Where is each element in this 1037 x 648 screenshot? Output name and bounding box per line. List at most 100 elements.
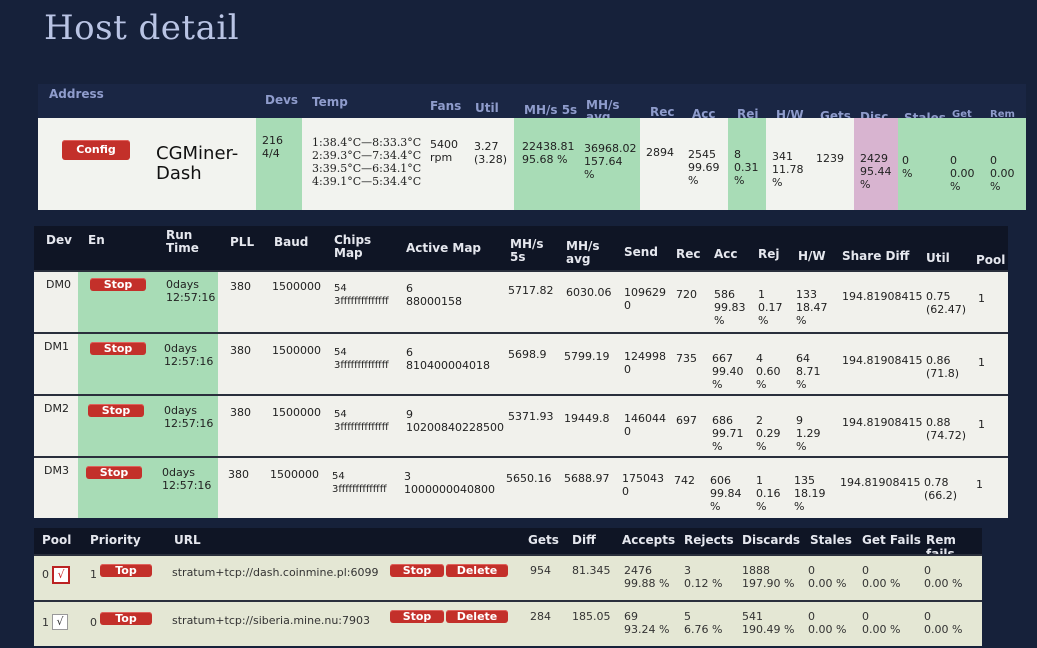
device-chips-map: 54 3ffffffffffffff bbox=[334, 283, 389, 307]
device-id: DM0 bbox=[46, 278, 71, 291]
device-rej: 2 0.29 % bbox=[756, 414, 781, 453]
device-active-map: 6 88000158 bbox=[406, 282, 462, 308]
summary-util: 3.27 (3.28) bbox=[474, 140, 508, 166]
pool-discards: 541 190.49 % bbox=[742, 610, 795, 636]
pools-table: Pool Priority URL Gets Diff Accepts Reje… bbox=[34, 528, 982, 646]
device-baud: 1500000 bbox=[272, 344, 321, 357]
pool-gets: 954 bbox=[530, 564, 551, 577]
pool-stop-button[interactable]: Stop bbox=[390, 564, 444, 577]
dev-header-rej: Rej bbox=[758, 247, 780, 261]
pool-id: 0 bbox=[42, 568, 49, 581]
device-active-map: 3 1000000040800 bbox=[404, 470, 495, 496]
dev-header-pool: Pool bbox=[976, 253, 1006, 267]
pool-header-getfails: Get Fails bbox=[862, 533, 921, 547]
pool-checkbox[interactable]: √ bbox=[52, 614, 68, 630]
device-send: 146044 0 bbox=[624, 412, 666, 438]
device-util: 0.86 (71.8) bbox=[926, 354, 960, 380]
pool-getfails: 0 0.00 % bbox=[862, 610, 901, 636]
device-hw: 133 18.47 % bbox=[796, 288, 828, 327]
dev-header-rec: Rec bbox=[676, 247, 701, 261]
pool-stop-button[interactable]: Stop bbox=[390, 610, 444, 623]
device-send: 109629 0 bbox=[624, 286, 666, 312]
summary-temp-cell: 1:38.4°C—8:33.3°C 2:39.3°C—7:34.4°C 3:39… bbox=[306, 118, 422, 210]
summary-util-cell: 3.27 (3.28) bbox=[468, 118, 512, 210]
summary-fails-cell: 0 % 0 0.00 % 0 0.00 % bbox=[898, 118, 1026, 210]
pool-header-diff: Diff bbox=[572, 533, 596, 547]
device-send: 124998 0 bbox=[624, 350, 666, 376]
device-acc: 667 99.40 % bbox=[712, 352, 744, 391]
summary-header-devs: Devs bbox=[265, 93, 299, 107]
pool-discards: 1888 197.90 % bbox=[742, 564, 795, 590]
pool-priority: 0 bbox=[90, 616, 97, 629]
device-mhavg: 6030.06 bbox=[566, 286, 612, 299]
device-util: 0.75 (62.47) bbox=[926, 290, 967, 316]
summary-header-util: Util bbox=[475, 101, 499, 115]
device-hw: 135 18.19 % bbox=[794, 474, 826, 513]
summary-devs-cell: 216 4/4 bbox=[256, 118, 302, 210]
pool-header-gets: Gets bbox=[528, 533, 559, 547]
device-hw: 9 1.29 % bbox=[796, 414, 821, 453]
device-rec: 735 bbox=[676, 352, 697, 365]
pool-top-button[interactable]: Top bbox=[100, 564, 152, 577]
summary-fans-cell: 5400 rpm bbox=[424, 118, 468, 210]
pool-rejects: 3 0.12 % bbox=[684, 564, 723, 590]
device-rej: 1 0.16 % bbox=[756, 474, 781, 513]
pool-delete-button[interactable]: Delete bbox=[446, 610, 508, 623]
device-rec: 720 bbox=[676, 288, 697, 301]
device-baud: 1500000 bbox=[272, 406, 321, 419]
device-runtime: 0days 12:57:16 bbox=[164, 342, 214, 368]
pool-rejects: 5 6.76 % bbox=[684, 610, 723, 636]
device-send: 175043 0 bbox=[622, 472, 664, 498]
device-chips-map: 54 3ffffffffffffff bbox=[334, 409, 389, 433]
pool-diff: 185.05 bbox=[572, 610, 611, 623]
summary-acc: 2545 99.69 % bbox=[688, 148, 720, 187]
pool-delete-button[interactable]: Delete bbox=[446, 564, 508, 577]
summary-address-cell: Config CGMiner-Dash bbox=[38, 118, 256, 210]
pool-checkbox[interactable]: √ bbox=[52, 566, 70, 584]
pool-stales: 0 0.00 % bbox=[808, 564, 847, 590]
device-baud: 1500000 bbox=[272, 280, 321, 293]
dev-header-mh5s: MH/s 5s bbox=[510, 237, 544, 264]
device-row-dm0: DM0 Stop 0days 12:57:16 380 1500000 54 3… bbox=[34, 270, 1008, 332]
dev-header-en: En bbox=[88, 233, 105, 247]
device-stop-button[interactable]: Stop bbox=[90, 342, 146, 355]
summary-stales: 0 % bbox=[902, 154, 913, 180]
page-title: Host detail bbox=[44, 8, 240, 48]
device-runtime: 0days 12:57:16 bbox=[166, 278, 216, 304]
dev-header-util: Util bbox=[926, 251, 950, 265]
dev-header-mhavg: MH/s avg bbox=[566, 239, 600, 266]
pool-gets: 284 bbox=[530, 610, 551, 623]
device-id: DM2 bbox=[44, 402, 69, 415]
device-mh5s: 5698.9 bbox=[508, 348, 547, 361]
summary-header-address: Address bbox=[49, 87, 104, 101]
config-button[interactable]: Config bbox=[62, 140, 130, 160]
device-stop-button[interactable]: Stop bbox=[90, 278, 146, 291]
pool-header-accepts: Accepts bbox=[622, 533, 676, 547]
pool-accepts: 69 93.24 % bbox=[624, 610, 670, 636]
summary-gets-cell: 1239 bbox=[810, 118, 854, 210]
device-active-map: 6 810400004018 bbox=[406, 346, 490, 372]
summary-devs: 216 4/4 bbox=[262, 134, 283, 160]
pool-remfails: 0 0.00 % bbox=[924, 610, 963, 636]
dev-header-acc: Acc bbox=[714, 247, 738, 261]
dev-header-baud: Baud bbox=[274, 235, 309, 249]
device-stop-button[interactable]: Stop bbox=[86, 466, 142, 479]
device-stop-button[interactable]: Stop bbox=[88, 404, 144, 417]
summary-rej: 8 0.31 % bbox=[734, 148, 759, 187]
device-util: 0.88 (74.72) bbox=[926, 416, 967, 442]
device-chips-map: 54 3ffffffffffffff bbox=[332, 471, 387, 495]
device-acc: 686 99.71 % bbox=[712, 414, 744, 453]
pool-url: stratum+tcp://dash.coinmine.pl:6099 bbox=[172, 566, 379, 579]
device-rec: 697 bbox=[676, 414, 697, 427]
dev-header-sharediff: Share Diff bbox=[842, 249, 910, 263]
summary-disc: 2429 95.44 % bbox=[860, 152, 892, 191]
device-id: DM3 bbox=[44, 464, 69, 477]
pool-top-button[interactable]: Top bbox=[100, 612, 152, 625]
pool-priority: 1 bbox=[90, 568, 97, 581]
summary-header-temp: Temp bbox=[312, 95, 348, 109]
summary-header-mh5s: MH/s 5s bbox=[524, 103, 578, 117]
summary-fans: 5400 rpm bbox=[430, 138, 458, 164]
summary-header-fans: Fans bbox=[430, 99, 462, 113]
summary-header: Address Devs Temp Fans Util MH/s 5s MH/s… bbox=[38, 84, 1026, 132]
summary-disc-cell: 2429 95.44 % bbox=[854, 118, 898, 210]
